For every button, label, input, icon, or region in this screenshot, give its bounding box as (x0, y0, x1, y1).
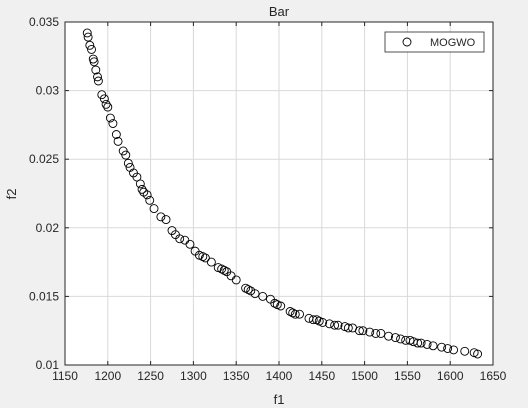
legend-box (384, 31, 485, 53)
data-point (396, 334, 406, 344)
data-points (82, 28, 483, 359)
data-point (219, 265, 229, 275)
data-point (161, 215, 171, 225)
data-point (99, 94, 109, 104)
x-tick-label: 1600 (437, 369, 464, 383)
data-point (308, 315, 318, 325)
data-point (175, 234, 185, 244)
data-point (231, 275, 241, 285)
y-axis-label: f2 (4, 189, 19, 200)
y-tick-label: 0.02 (36, 221, 60, 235)
x-tick-label: 1500 (351, 369, 378, 383)
data-point (384, 331, 394, 341)
data-point (101, 99, 111, 109)
data-point (413, 338, 423, 348)
data-point (123, 158, 133, 168)
data-point (82, 28, 92, 38)
data-point (270, 298, 280, 308)
y-tick-label: 0.01 (36, 358, 60, 372)
x-tick-label: 1350 (223, 369, 250, 383)
data-point (416, 338, 426, 348)
data-point (371, 328, 381, 338)
data-point (330, 320, 340, 330)
y-tick-label: 0.035 (29, 15, 59, 29)
data-point (113, 136, 123, 146)
y-tick-label: 0.025 (29, 152, 59, 166)
data-point (288, 308, 298, 318)
data-point (103, 102, 113, 112)
data-point (149, 204, 159, 214)
x-tick-label: 1250 (137, 369, 164, 383)
data-point (437, 342, 447, 352)
data-point (91, 65, 101, 75)
x-tick-label: 1550 (394, 369, 421, 383)
data-point (376, 328, 386, 338)
data-point (333, 320, 343, 330)
data-point (156, 212, 166, 222)
data-point (108, 119, 118, 128)
data-point (460, 346, 470, 356)
data-point (422, 339, 432, 349)
data-point (246, 286, 256, 296)
data-point (105, 113, 115, 123)
data-point (111, 130, 121, 139)
data-point (206, 257, 216, 267)
data-point (145, 195, 155, 205)
data-point (428, 341, 438, 351)
x-axis-label: f1 (274, 392, 285, 407)
data-point (243, 285, 253, 294)
x-tick-label: 1200 (94, 369, 121, 383)
data-point (295, 309, 304, 319)
data-point (241, 283, 251, 293)
data-point (135, 179, 145, 189)
data-point (318, 318, 328, 327)
data-point (312, 315, 322, 325)
legend-label-mogwo: MOGWO (430, 37, 476, 49)
data-point (343, 323, 353, 333)
y-tick-label: 0.015 (29, 289, 59, 303)
x-tick-label: 1300 (180, 369, 207, 383)
data-point (132, 172, 142, 182)
tick-labels: 1150 1200 1250 1300 1350 1400 1450 1500 1550 1600… (29, 15, 507, 383)
data-point (473, 349, 483, 359)
data-point (137, 184, 147, 194)
chart-title: Bar (269, 4, 290, 19)
data-point (93, 72, 102, 82)
data-point (365, 327, 375, 337)
data-point (142, 190, 152, 200)
ticks (64, 21, 494, 366)
x-tick-label: 1150 (52, 369, 78, 383)
x-tick-label: 1450 (308, 369, 335, 383)
x-tick-label: 1650 (480, 369, 507, 383)
data-point (89, 57, 99, 67)
data-point (93, 76, 103, 86)
data-point (217, 264, 227, 274)
data-point (185, 239, 195, 249)
data-point (449, 345, 459, 355)
data-point (121, 150, 131, 160)
x-tick-label: 1400 (266, 369, 293, 383)
data-point (276, 301, 286, 311)
data-point (200, 253, 210, 263)
data-point (258, 291, 268, 301)
data-point (85, 40, 95, 50)
data-point (198, 252, 208, 262)
data-point (358, 326, 368, 336)
data-point (87, 44, 96, 54)
data-point (443, 344, 453, 353)
data-point (285, 307, 295, 316)
data-point (83, 32, 93, 42)
legend: MOGWO (384, 31, 485, 53)
data-point (325, 319, 334, 329)
data-point (290, 309, 300, 319)
y-tick-label: 0.03 (36, 84, 60, 98)
data-point (390, 333, 400, 343)
data-point (355, 326, 364, 336)
legend-marker (402, 37, 412, 47)
data-point (250, 289, 260, 299)
